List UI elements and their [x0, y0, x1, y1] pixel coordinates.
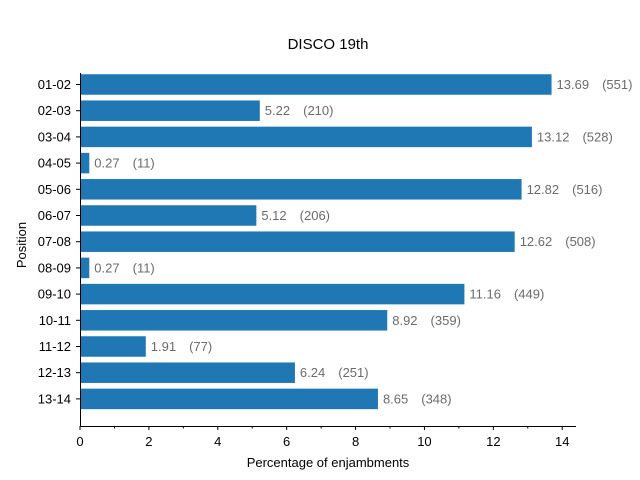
y-tick-label: 12-13	[38, 365, 71, 380]
y-tick-label: 07-08	[38, 234, 71, 249]
value-label: 1.91	[151, 339, 176, 354]
value-label: 5.22	[265, 103, 290, 118]
x-tick-label: 14	[555, 434, 569, 449]
x-tick-label: 12	[486, 434, 500, 449]
value-label: 6.24	[300, 365, 325, 380]
value-label: 12.62	[520, 234, 553, 249]
count-label: (11)	[133, 156, 155, 171]
bar	[80, 100, 260, 121]
chart-title: DISCO 19th	[288, 36, 369, 53]
count-label: (516)	[572, 182, 602, 197]
bar	[80, 362, 295, 383]
bar	[80, 257, 90, 279]
y-tick-label: 06-07	[38, 208, 71, 223]
bar	[80, 231, 515, 252]
y-tick-label: 09-10	[38, 287, 71, 302]
y-tick-label: 05-06	[38, 182, 71, 197]
y-tick-label: 02-03	[38, 103, 71, 118]
count-label: (206)	[300, 208, 330, 223]
bars-group	[80, 74, 552, 410]
count-label: (449)	[514, 287, 544, 302]
value-label: 8.92	[392, 313, 417, 328]
x-tick-label: 2	[145, 434, 152, 449]
y-tick-label: 11-12	[39, 339, 71, 354]
x-tick-label: 10	[417, 434, 431, 449]
bar	[80, 126, 532, 148]
value-label: 13.69	[557, 77, 590, 92]
count-label: (551)	[602, 77, 632, 92]
count-label: (251)	[338, 365, 368, 380]
y-tick-label: 10-11	[39, 313, 71, 328]
bar	[80, 152, 90, 174]
y-tick-label: 01-02	[38, 77, 71, 92]
count-label: (359)	[431, 313, 461, 328]
value-label: 11.16	[469, 287, 501, 302]
bar	[80, 205, 257, 226]
bar	[80, 283, 465, 305]
y-tick-label: 04-05	[38, 156, 71, 171]
y-tick-label: 08-09	[38, 260, 71, 275]
value-label: 8.65	[383, 391, 408, 406]
count-label: (77)	[189, 339, 212, 354]
x-tick-label: 8	[352, 434, 359, 449]
data-labels-group: 13.69 (551) 5.22 (210) 13.12 (528) 0.27 (11) 12.…	[94, 77, 632, 406]
x-tick-label: 6	[283, 434, 290, 449]
count-label: (210)	[303, 103, 333, 118]
bar	[80, 74, 552, 95]
x-tick-label: 0	[76, 434, 83, 449]
x-tick-label: 4	[214, 434, 221, 449]
bar	[80, 179, 522, 200]
value-label: 13.12	[537, 129, 570, 144]
value-label: 12.82	[527, 182, 560, 197]
count-label: (11)	[133, 260, 155, 275]
bar	[80, 388, 378, 410]
value-label: 0.27	[94, 156, 119, 171]
count-label: (508)	[565, 234, 595, 249]
x-axis-ticks: 0 2 4 6 8 10 12 14	[76, 426, 569, 449]
y-axis-label: Position	[14, 222, 29, 268]
count-label: (528)	[582, 129, 612, 144]
bar	[80, 310, 388, 331]
y-tick-label: 03-04	[38, 129, 71, 144]
value-label: 0.27	[94, 260, 119, 275]
value-label: 5.12	[261, 208, 286, 223]
bar	[80, 336, 146, 357]
y-tick-label: 13-14	[38, 391, 71, 406]
x-axis-label: Percentage of enjambments	[247, 455, 410, 470]
y-axis-ticks: 01-02 02-03 03-04 04-05 05-06 06-07 07-08 08-09…	[38, 77, 80, 406]
count-label: (348)	[421, 391, 451, 406]
